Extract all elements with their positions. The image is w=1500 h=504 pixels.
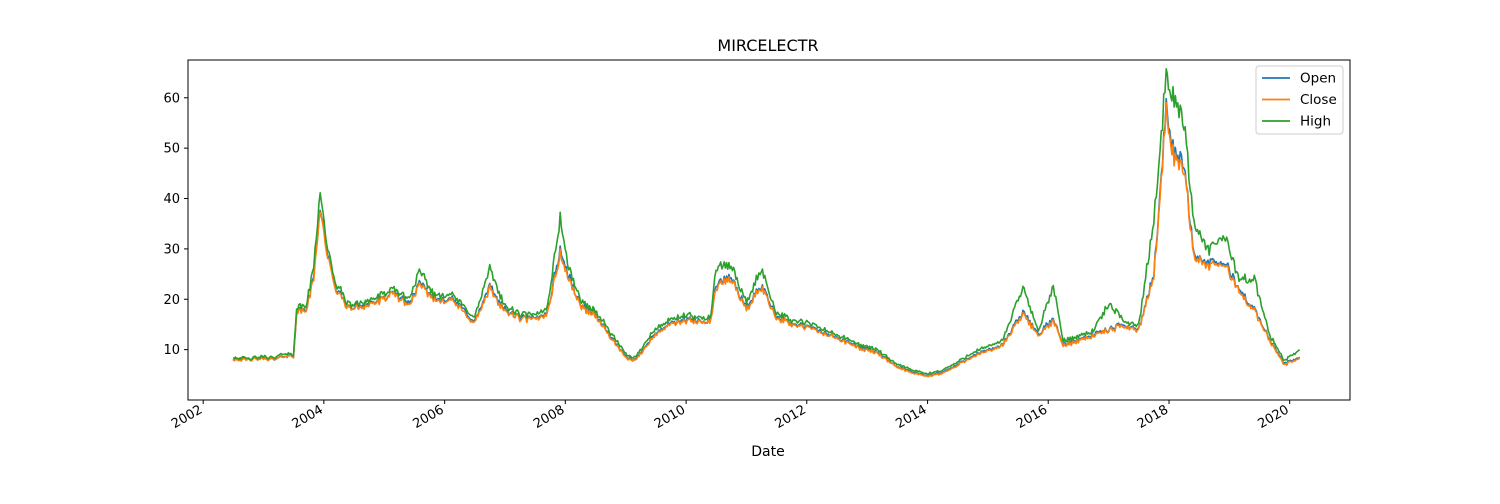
x-tick-label: 2004 [290,402,326,432]
chart-title: MIRCELECTR [717,36,818,55]
x-tick-label: 2002 [169,402,205,432]
y-tick-label: 40 [163,192,180,207]
y-axis: 10 20 30 40 50 60 [163,91,188,358]
y-tick-label: 50 [163,142,180,157]
x-tick-label: 2006 [411,402,447,432]
series-line-open [232,97,1301,377]
y-tick-label: 30 [163,242,180,257]
y-tick-label: 10 [163,343,180,358]
x-tick-label: 2014 [893,402,929,432]
x-axis: 2002 2004 2006 2008 2010 2012 2014 2016 2018 2020 [169,400,1292,432]
x-tick-label: 2020 [1256,402,1292,432]
legend: Open Close High [1255,65,1344,135]
series-line-close [232,101,1301,378]
y-tick-label: 60 [163,91,180,106]
x-axis-label: Date [751,444,784,460]
x-tick-label: 2018 [1135,402,1171,432]
legend-label-close: Close [1300,92,1337,108]
x-tick-label: 2010 [652,402,688,432]
legend-label-high: High [1300,114,1331,130]
legend-box [1255,65,1344,135]
x-tick-label: 2008 [531,402,567,432]
plot-frame [187,59,1351,401]
x-tick-label: 2016 [1014,402,1050,432]
series-line-high [232,67,1301,376]
legend-label-open: Open [1300,71,1336,87]
x-tick-label: 2012 [773,402,809,432]
y-tick-label: 20 [163,293,180,308]
